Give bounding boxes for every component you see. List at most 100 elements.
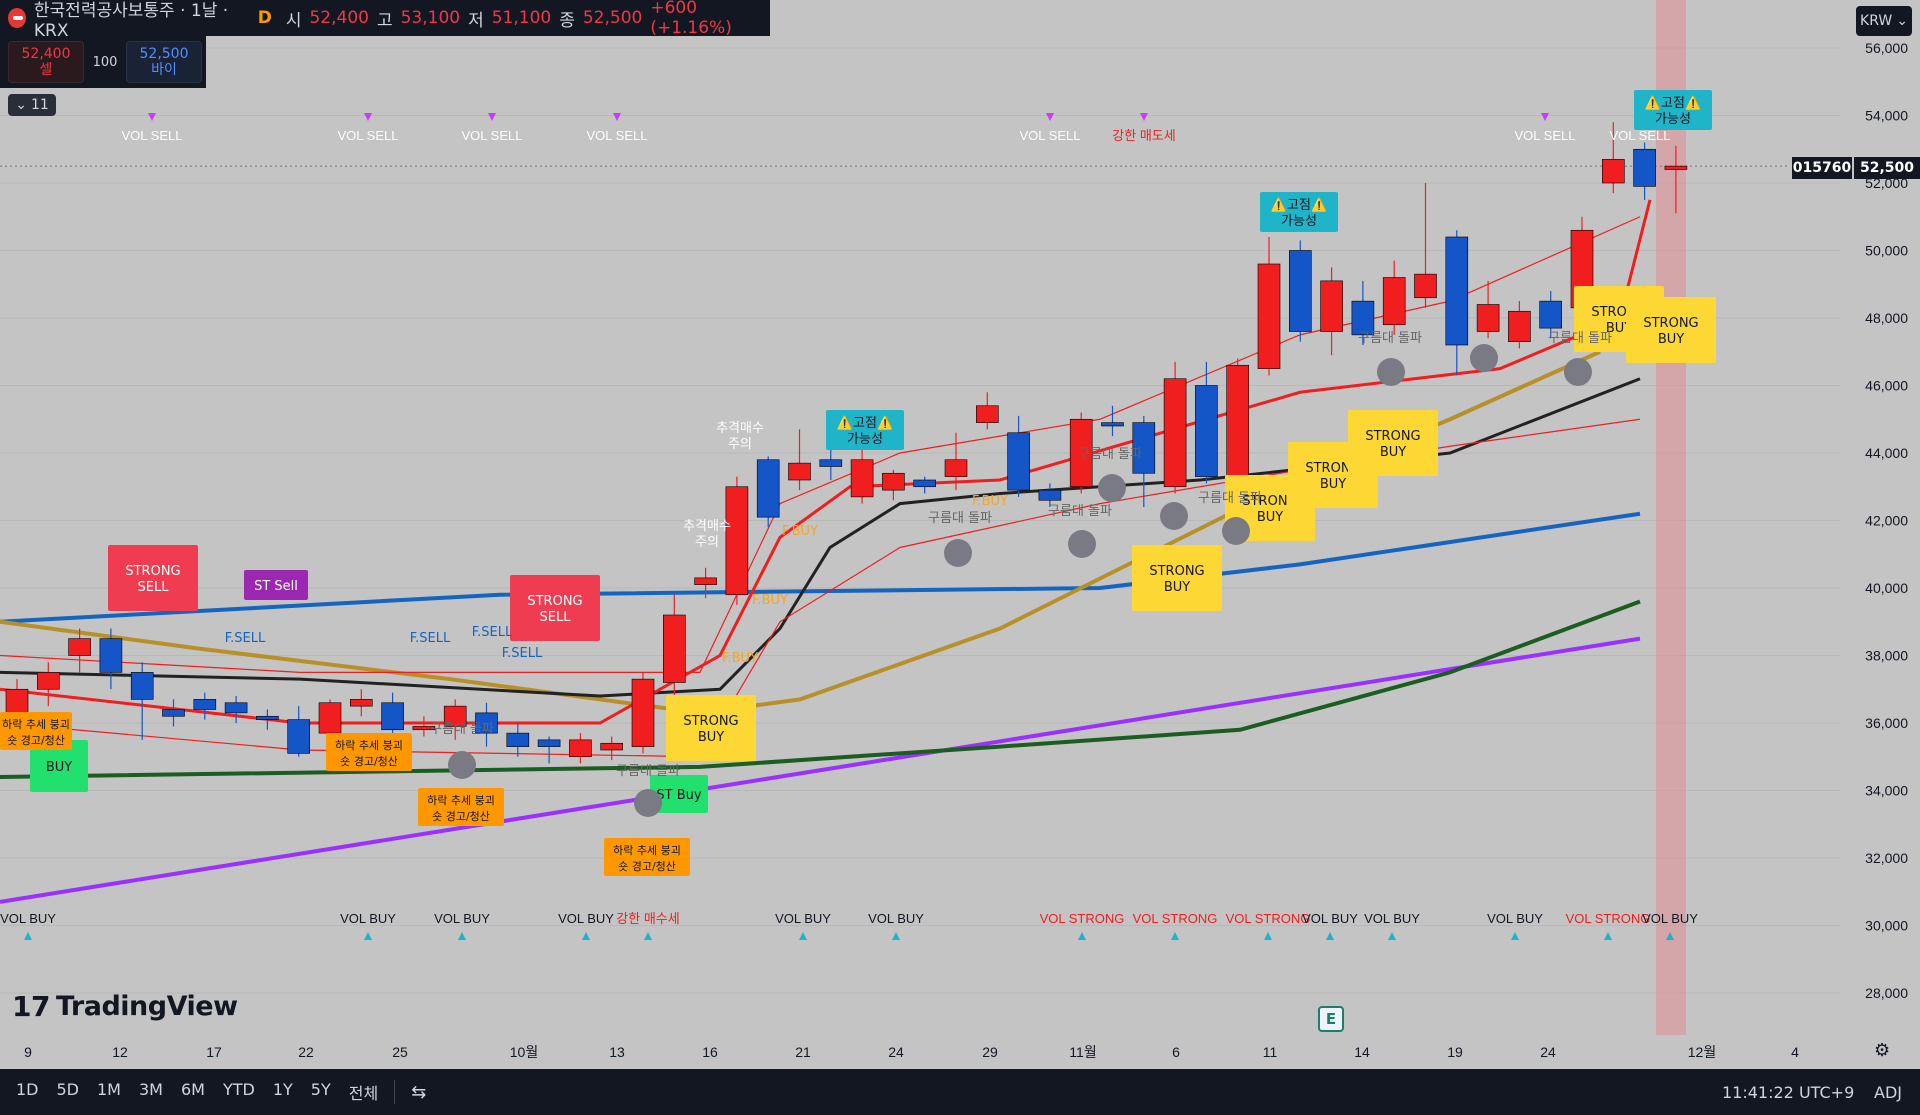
candle[interactable]	[381, 692, 404, 737]
signal-label-green[interactable]: BUY	[30, 740, 88, 792]
candle[interactable]	[1289, 240, 1312, 342]
x-tick-label: 13	[609, 1044, 625, 1060]
candle[interactable]	[1163, 361, 1187, 494]
range-5[interactable]: YTD	[222, 1080, 255, 1099]
calendar-goto-icon[interactable]: ⇆	[411, 1081, 427, 1103]
range-1[interactable]: 5D	[56, 1080, 80, 1099]
candle[interactable]	[913, 476, 937, 494]
signal-label-cyan[interactable]: ⚠️고점⚠️가능성	[826, 410, 904, 450]
candle[interactable]	[756, 456, 780, 528]
signal-label-orange[interactable]: 하락 추세 붕괴숏 경고/청산	[0, 712, 72, 750]
candle[interactable]	[130, 662, 154, 740]
order-quantity[interactable]: 100	[92, 54, 118, 70]
range-6[interactable]: 1Y	[272, 1080, 293, 1099]
candle[interactable]	[224, 696, 248, 723]
adj-toggle[interactable]: ADJ	[1874, 1082, 1902, 1102]
buy-button[interactable]: 52,500 바이	[126, 41, 202, 83]
candle[interactable]	[694, 567, 717, 599]
candle[interactable]	[788, 429, 811, 491]
signal-label-orange[interactable]: 하락 추세 붕괴숏 경고/청산	[326, 733, 412, 771]
candle[interactable]	[537, 736, 561, 764]
candle[interactable]	[256, 709, 279, 730]
candle[interactable]	[36, 662, 60, 707]
y-tick-label: 44,000	[1865, 445, 1908, 461]
candle[interactable]	[600, 736, 624, 761]
symbol-title[interactable]: 한국전력공사보통주 · 1날 · KRX	[33, 0, 229, 41]
gear-icon[interactable]: ⚙	[1874, 1040, 1891, 1061]
marker-text: 구름대 돌파	[1198, 491, 1262, 506]
candle[interactable]	[1007, 415, 1030, 497]
candle[interactable]	[944, 432, 968, 491]
candle[interactable]	[1633, 142, 1656, 200]
candle[interactable]	[68, 628, 91, 673]
range-8[interactable]: 전체	[348, 1084, 379, 1103]
tradingview-logo[interactable]: 17 TradingView	[12, 990, 238, 1023]
candle[interactable]	[882, 469, 905, 501]
candle[interactable]	[1195, 361, 1218, 484]
candle[interactable]	[975, 392, 999, 430]
candle[interactable]	[506, 723, 530, 757]
candle[interactable]	[850, 446, 874, 504]
candle[interactable]	[193, 692, 217, 720]
range-2[interactable]: 1M	[97, 1080, 121, 1099]
candle[interactable]	[1508, 301, 1531, 349]
candle[interactable]	[475, 702, 498, 747]
signal-label-green[interactable]: ST Buy	[650, 775, 708, 813]
candle[interactable]	[569, 733, 592, 764]
signal-label-orange[interactable]: 하락 추세 붕괴숏 경고/청산	[604, 838, 690, 876]
price-chart[interactable]: 56,000 54,000 52,000 50,000 48,000 46,000 44,0…	[0, 0, 1920, 1069]
signal-label-cyan[interactable]: ⚠️고점⚠️가능성	[1260, 192, 1338, 232]
signal-label-purple[interactable]: ST Sell	[244, 570, 308, 600]
candle[interactable]	[1664, 145, 1688, 214]
candle[interactable]	[1414, 183, 1437, 308]
range-0[interactable]: 1D	[16, 1080, 39, 1099]
candle[interactable]	[1257, 237, 1281, 376]
candle[interactable]	[1226, 358, 1249, 491]
svg-text:가능성: 가능성	[847, 432, 883, 447]
svg-text:VOL BUY: VOL BUY	[340, 911, 396, 926]
y-tick-label: 34,000	[1865, 783, 1908, 799]
signal-label-orange[interactable]: 하락 추세 붕괴숏 경고/청산	[418, 788, 504, 826]
candle[interactable]	[1445, 230, 1469, 376]
candle[interactable]	[1320, 267, 1343, 356]
candle[interactable]	[1132, 415, 1156, 507]
candle[interactable]	[1069, 412, 1093, 494]
clock[interactable]: 11:41:22 UTC+9	[1722, 1082, 1855, 1102]
time-axis[interactable]: 9 12 17 22 25 10월 13 16 21 24 29 11월 6 11 14 19 24 12월 4	[0, 1035, 1840, 1069]
candle[interactable]	[1038, 483, 1062, 507]
indicator-collapse-button[interactable]: ⌄ 11	[8, 94, 56, 116]
candle[interactable]	[1602, 122, 1625, 194]
range-3[interactable]: 3M	[138, 1080, 163, 1099]
candle[interactable]	[1351, 280, 1375, 345]
candle[interactable]	[349, 689, 373, 717]
sell-button[interactable]: 52,400 셀	[8, 41, 84, 83]
candle[interactable]	[1382, 260, 1406, 335]
symbol-legend[interactable]: 한국전력공사보통주 · 1날 · KRX D 시 52,400 고 53,100 저…	[0, 0, 770, 41]
currency-button[interactable]: KRW ⌄	[1856, 6, 1912, 36]
candle[interactable]	[1101, 405, 1124, 437]
candle[interactable]	[662, 594, 686, 696]
range-7[interactable]: 5Y	[310, 1080, 331, 1099]
signal-label-cyan[interactable]: ⚠️고점⚠️가능성	[1634, 90, 1712, 130]
candle[interactable]	[443, 699, 467, 740]
svg-text:VOL BUY: VOL BUY	[0, 911, 56, 926]
range-4[interactable]: 6M	[180, 1080, 205, 1099]
candle[interactable]	[287, 706, 311, 757]
candle[interactable]	[412, 716, 436, 737]
candle[interactable]	[1539, 291, 1562, 339]
candle[interactable]	[1476, 280, 1500, 339]
earnings-badge[interactable]: E	[1318, 1006, 1344, 1032]
candle[interactable]	[725, 476, 749, 605]
candle[interactable]	[162, 699, 185, 727]
candle[interactable]	[631, 672, 655, 754]
candle[interactable]	[99, 628, 123, 690]
vol-buy-signal: VOL STRONG	[1226, 911, 1310, 940]
